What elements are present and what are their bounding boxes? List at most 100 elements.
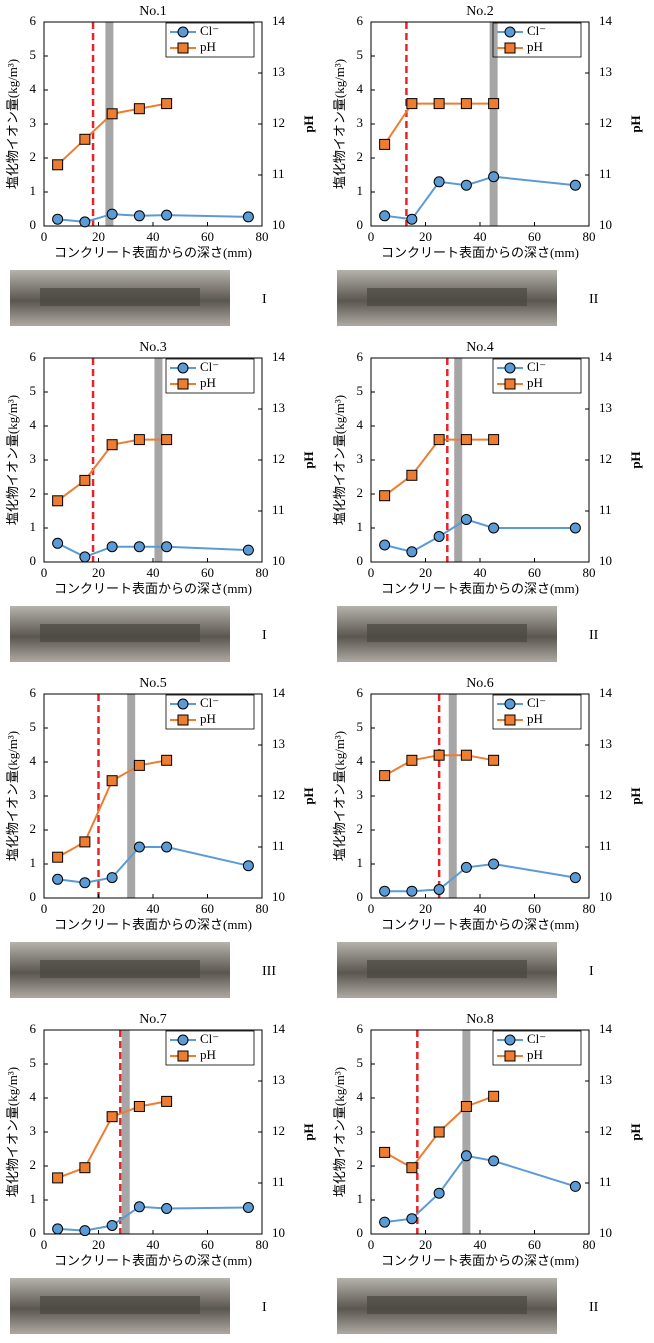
x-tick-label: 40 bbox=[147, 901, 160, 916]
y-tick-label: 5 bbox=[30, 719, 37, 734]
plot-frame bbox=[371, 1030, 589, 1234]
marker bbox=[434, 750, 444, 760]
y-tick-label: 3 bbox=[30, 115, 37, 130]
marker bbox=[243, 1202, 253, 1212]
y-tick-label: 2 bbox=[30, 1157, 37, 1172]
legend-label: Cl⁻ bbox=[200, 23, 219, 38]
y2-tick-label: 13 bbox=[599, 400, 612, 415]
marker bbox=[461, 435, 471, 445]
x-tick-label: 80 bbox=[256, 1237, 269, 1252]
y-tick-label: 2 bbox=[30, 485, 37, 500]
y-tick-label: 2 bbox=[357, 1157, 364, 1172]
y2-tick-label: 12 bbox=[599, 1123, 612, 1138]
reference-band bbox=[462, 1030, 470, 1234]
y2-tick-label: 11 bbox=[599, 166, 612, 181]
legend-marker bbox=[505, 699, 515, 709]
page: No.102040608001234561011121314コンクリート表面から… bbox=[0, 0, 654, 1343]
y2-tick-label: 11 bbox=[599, 1174, 612, 1189]
y-tick-label: 3 bbox=[357, 1123, 364, 1138]
grade-label: II bbox=[589, 292, 599, 307]
marker bbox=[461, 515, 471, 525]
marker bbox=[53, 874, 63, 884]
marker bbox=[80, 878, 90, 888]
y2-tick-label: 11 bbox=[272, 838, 285, 853]
series-line bbox=[385, 440, 494, 496]
legend-marker bbox=[505, 715, 515, 725]
grade-label: I bbox=[262, 292, 267, 307]
marker bbox=[570, 1181, 580, 1191]
x-tick-label: 40 bbox=[147, 565, 160, 580]
marker bbox=[53, 1224, 63, 1234]
y-axis-label: 塩化物イオン量(kg/m³) bbox=[5, 395, 20, 525]
rebar bbox=[40, 1296, 200, 1314]
y2-tick-label: 10 bbox=[599, 553, 612, 568]
y2-tick-label: 13 bbox=[272, 1072, 285, 1087]
marker bbox=[380, 540, 390, 550]
legend-marker bbox=[178, 27, 188, 37]
legend-marker bbox=[505, 1051, 515, 1061]
marker bbox=[380, 1147, 390, 1157]
y-tick-label: 5 bbox=[30, 383, 37, 398]
x-tick-label: 40 bbox=[474, 1237, 487, 1252]
marker bbox=[162, 842, 172, 852]
series-line bbox=[58, 760, 167, 857]
marker bbox=[80, 1163, 90, 1173]
y2-tick-label: 13 bbox=[599, 1072, 612, 1087]
marker bbox=[134, 1202, 144, 1212]
marker bbox=[407, 1214, 417, 1224]
legend-label: Cl⁻ bbox=[527, 695, 546, 710]
x-tick-label: 0 bbox=[41, 901, 48, 916]
y-tick-label: 5 bbox=[357, 1055, 364, 1070]
plot-frame bbox=[44, 694, 262, 898]
legend-label: Cl⁻ bbox=[527, 23, 546, 38]
series-line bbox=[385, 104, 494, 145]
y2-tick-label: 14 bbox=[599, 1021, 613, 1036]
legend-marker bbox=[178, 379, 188, 389]
chart-title: No.6 bbox=[466, 676, 494, 691]
marker bbox=[80, 217, 90, 227]
chart-title: No.5 bbox=[139, 676, 167, 691]
legend-label: pH bbox=[200, 39, 216, 54]
y2-tick-label: 11 bbox=[272, 1174, 285, 1189]
plot-frame bbox=[44, 1030, 262, 1234]
y2-axis-label: pH bbox=[301, 787, 316, 804]
grade-label: I bbox=[262, 1300, 267, 1315]
x-tick-label: 20 bbox=[419, 901, 432, 916]
y-tick-label: 6 bbox=[357, 685, 364, 700]
chart-title: No.1 bbox=[139, 4, 167, 19]
y-tick-label: 4 bbox=[30, 753, 37, 768]
x-tick-label: 80 bbox=[256, 565, 269, 580]
marker bbox=[489, 859, 499, 869]
x-axis-label: コンクリート表面からの深さ(mm) bbox=[381, 245, 579, 260]
x-tick-label: 60 bbox=[528, 901, 541, 916]
series-line bbox=[385, 177, 576, 220]
x-axis-label: コンクリート表面からの深さ(mm) bbox=[54, 245, 252, 260]
y-tick-label: 0 bbox=[357, 217, 364, 232]
y2-tick-label: 14 bbox=[272, 685, 286, 700]
y-tick-label: 6 bbox=[357, 13, 364, 28]
marker bbox=[107, 1112, 117, 1122]
x-tick-label: 0 bbox=[368, 565, 375, 580]
y-tick-label: 3 bbox=[30, 451, 37, 466]
x-axis-label: コンクリート表面からの深さ(mm) bbox=[54, 581, 252, 596]
y2-tick-label: 14 bbox=[599, 685, 613, 700]
grade-label: III bbox=[262, 964, 276, 979]
marker bbox=[434, 99, 444, 109]
series-line bbox=[58, 847, 249, 883]
x-tick-label: 20 bbox=[92, 901, 105, 916]
marker bbox=[134, 842, 144, 852]
y-tick-label: 3 bbox=[357, 451, 364, 466]
y-tick-label: 2 bbox=[357, 149, 364, 164]
y-tick-label: 5 bbox=[357, 383, 364, 398]
y-tick-label: 2 bbox=[357, 485, 364, 500]
y2-axis-label: pH bbox=[301, 1123, 316, 1140]
marker bbox=[107, 776, 117, 786]
x-tick-label: 0 bbox=[368, 229, 375, 244]
y-axis-label: 塩化物イオン量(kg/m³) bbox=[5, 1067, 20, 1197]
marker bbox=[461, 180, 471, 190]
x-tick-label: 20 bbox=[419, 229, 432, 244]
y2-tick-label: 13 bbox=[272, 400, 285, 415]
legend-label: pH bbox=[200, 1047, 216, 1062]
y2-tick-label: 11 bbox=[599, 502, 612, 517]
marker bbox=[162, 99, 172, 109]
